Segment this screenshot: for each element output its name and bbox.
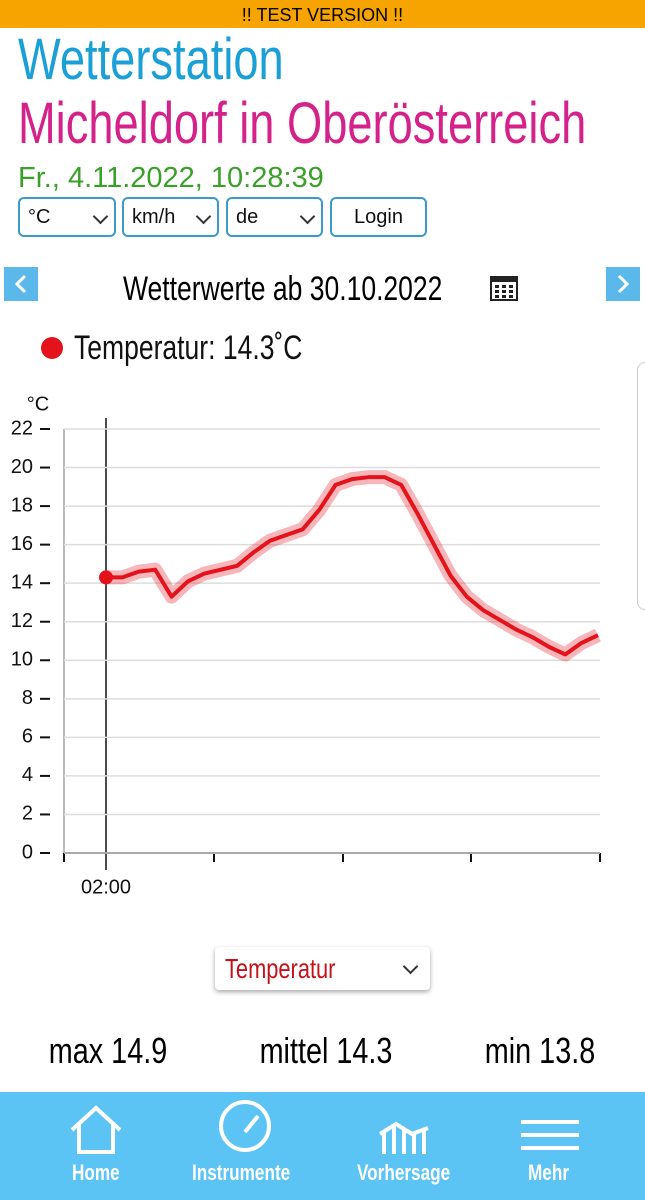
temp-unit-select[interactable]: °C — [18, 197, 116, 237]
line — [106, 475, 599, 657]
y-tick-label: 16 — [11, 533, 33, 555]
nav-label: Home — [72, 1160, 120, 1185]
y-tick-label: 22 — [11, 417, 33, 439]
metric-select[interactable]: Temperatur — [215, 947, 430, 990]
stat: mittel 14.3 — [260, 1030, 393, 1072]
cursor-point — [99, 570, 113, 585]
y-axis-label: °C — [27, 393, 49, 415]
subtitle: Micheldorf in Oberösterreich — [18, 91, 587, 156]
nav-label: Mehr — [528, 1160, 569, 1185]
y-tick-label: 10 — [11, 649, 33, 671]
stat: min 13.8 — [485, 1030, 595, 1072]
stat-label: mittel — [259, 1030, 329, 1071]
y-tick-label: 14 — [11, 571, 33, 593]
nav-home[interactable]: Home — [72, 1160, 133, 1186]
y-tick-label: 8 — [22, 687, 33, 709]
stat-value: 14.9 — [111, 1030, 168, 1071]
y-tick-label: 18 — [11, 494, 33, 516]
calendar-button[interactable] — [489, 274, 519, 302]
stat: max 14.9 — [49, 1030, 167, 1072]
line-band — [106, 470, 601, 662]
y-tick-label: 6 — [22, 726, 33, 748]
x-tick-marks — [63, 853, 601, 862]
nav-label: Instrumente — [192, 1160, 291, 1185]
language: de — [236, 206, 259, 228]
metric-select-value: Temperatur — [225, 953, 336, 984]
nav-label: Vorhersage — [357, 1160, 451, 1185]
y-tick-label: 4 — [22, 764, 33, 786]
stat-label: min — [484, 1030, 532, 1071]
subtitle-wrap: Micheldorf in Oberösterreich — [18, 90, 645, 157]
legend-marker — [41, 337, 63, 359]
speed-unit-select[interactable]: km/h — [122, 197, 219, 237]
nav-forecast[interactable]: Vorhersage — [357, 1160, 476, 1186]
speed-unit: km/h — [132, 206, 176, 228]
date-heading: Wetterwerte ab 30.10.2022 — [123, 270, 443, 308]
stat-value: 13.8 — [539, 1030, 596, 1071]
datetime: Fr., 4.11.2022, 10:28:39 — [18, 162, 324, 194]
chart: Temperatur: 14.3˚C °C 0 2 4 6 8 10 12 14 16 18 20 2… — [11, 329, 601, 898]
prev-button[interactable] — [4, 267, 38, 301]
bottom-nav — [0, 1092, 645, 1200]
stat-label: max — [48, 1030, 104, 1071]
next-icon — [617, 274, 630, 294]
nav-more[interactable]: Mehr — [528, 1160, 581, 1186]
x-tick-label: 02:00 — [81, 876, 131, 898]
title: Wetterstation — [18, 27, 284, 92]
title-wrap: Wetterstation — [18, 26, 359, 93]
stat-value: 14.3 — [336, 1030, 393, 1071]
heading-wrap: Wetterwerte ab 30.10.2022 — [123, 270, 533, 309]
y-tick-label: 20 — [11, 456, 33, 478]
temp-unit: °C — [28, 206, 51, 228]
legend-label: Temperatur: 14.3˚C — [74, 329, 302, 367]
y-tick-label: 12 — [11, 610, 33, 632]
nav-instruments[interactable]: Instrumente — [192, 1160, 318, 1186]
next-button[interactable] — [606, 267, 640, 301]
test-banner: !! TEST VERSION !! — [0, 0, 645, 28]
prev-icon — [14, 274, 27, 294]
language-select[interactable]: de — [226, 197, 323, 237]
scroll-indicator — [637, 362, 645, 610]
stats: max 14.9 mittel 14.3 min 13.8 — [0, 1030, 645, 1074]
y-tick-label: 0 — [22, 841, 33, 863]
login-button[interactable]: Login — [330, 197, 427, 237]
nav-icons — [70, 1100, 579, 1154]
y-tick-label: 2 — [22, 803, 33, 825]
